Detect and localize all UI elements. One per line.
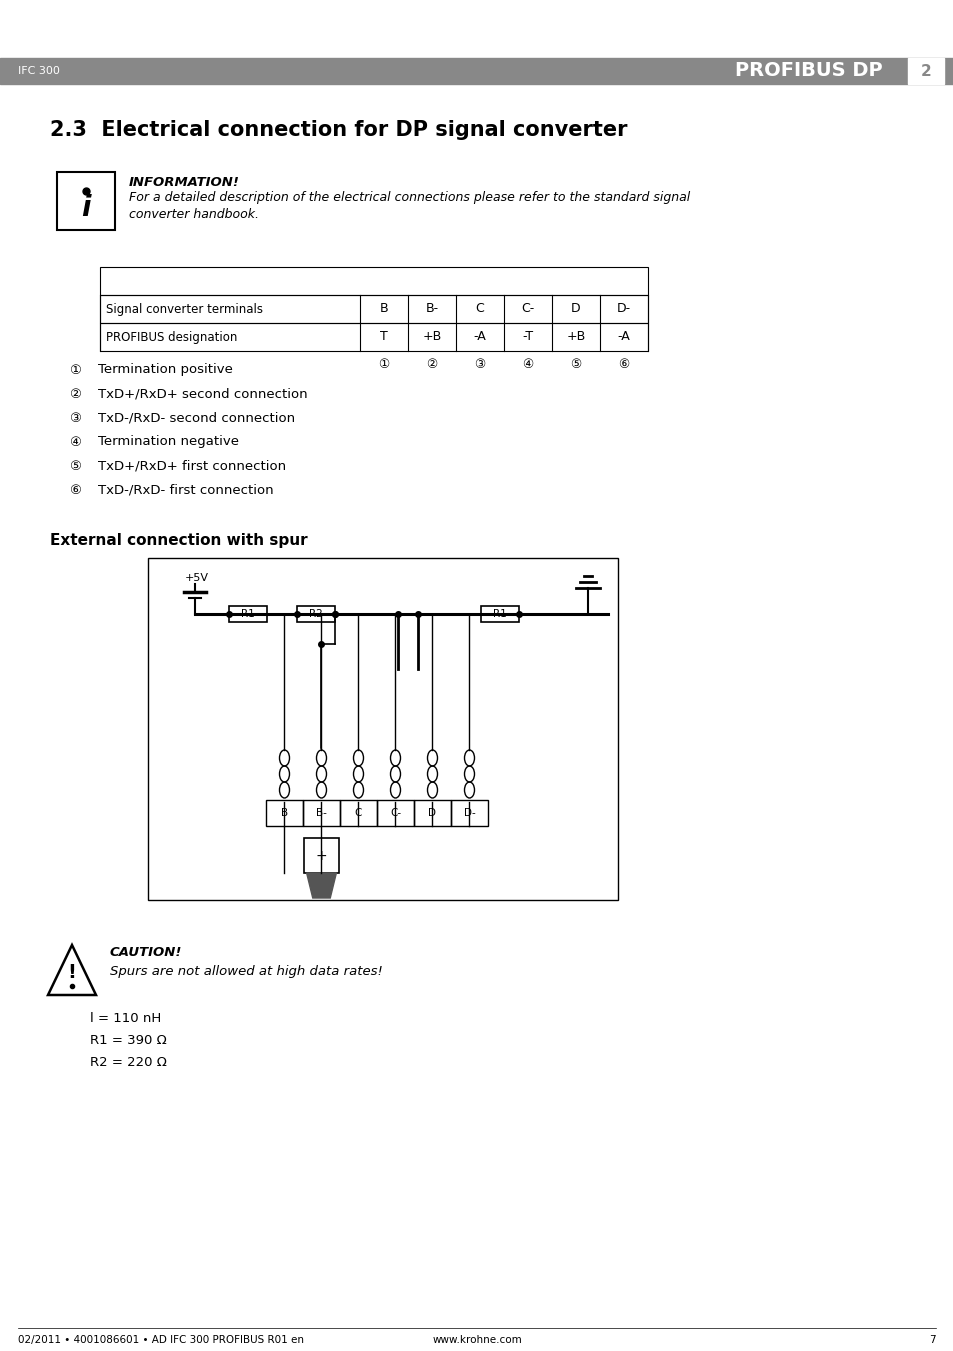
Text: INFORMATION!: INFORMATION! xyxy=(129,176,239,189)
Text: R1: R1 xyxy=(493,609,506,619)
Text: D-: D- xyxy=(617,303,630,316)
Text: TxD+/RxD+ first connection: TxD+/RxD+ first connection xyxy=(98,459,286,473)
Text: ①: ① xyxy=(69,363,81,377)
Text: CAUTION!: CAUTION! xyxy=(110,947,182,959)
Text: converter handbook.: converter handbook. xyxy=(129,208,258,220)
Text: ①: ① xyxy=(378,358,389,372)
Text: l = 110 nH: l = 110 nH xyxy=(90,1012,161,1024)
Text: 2.3  Electrical connection for DP signal converter: 2.3 Electrical connection for DP signal … xyxy=(50,120,627,141)
Text: External connection with spur: External connection with spur xyxy=(50,532,307,547)
Text: TxD+/RxD+ second connection: TxD+/RxD+ second connection xyxy=(98,388,307,400)
Bar xyxy=(480,607,518,621)
Text: Signal converter terminals: Signal converter terminals xyxy=(106,303,263,316)
Text: i: i xyxy=(81,195,91,222)
Bar xyxy=(148,558,618,900)
Text: IFC 300: IFC 300 xyxy=(18,66,60,76)
Bar xyxy=(100,295,647,323)
Text: -A: -A xyxy=(617,331,630,343)
Bar xyxy=(0,58,953,84)
Text: B: B xyxy=(280,808,288,817)
Text: Spurs are not allowed at high data rates!: Spurs are not allowed at high data rates… xyxy=(110,965,382,978)
Bar xyxy=(100,323,647,351)
Text: C: C xyxy=(355,808,362,817)
Bar xyxy=(229,607,267,621)
Text: Termination negative: Termination negative xyxy=(98,435,239,449)
Text: 02/2011 • 4001086601 • AD IFC 300 PROFIBUS R01 en: 02/2011 • 4001086601 • AD IFC 300 PROFIB… xyxy=(18,1335,304,1346)
Text: +B: +B xyxy=(566,331,585,343)
Bar xyxy=(304,838,338,873)
Text: ⑤: ⑤ xyxy=(69,459,81,473)
Text: 7: 7 xyxy=(928,1335,935,1346)
Text: TxD-/RxD- first connection: TxD-/RxD- first connection xyxy=(98,484,274,497)
Text: ⑥: ⑥ xyxy=(618,358,629,372)
Text: R2: R2 xyxy=(309,609,322,619)
Bar xyxy=(266,800,303,825)
Text: -T: -T xyxy=(522,331,533,343)
Bar xyxy=(100,267,647,295)
Bar xyxy=(57,172,115,230)
Bar xyxy=(451,800,488,825)
Text: ③: ③ xyxy=(69,412,81,424)
Bar xyxy=(414,800,451,825)
Text: -A: -A xyxy=(473,331,486,343)
Text: T: T xyxy=(379,331,388,343)
Text: 2: 2 xyxy=(920,63,930,78)
Text: Termination positive: Termination positive xyxy=(98,363,233,377)
Bar xyxy=(296,607,335,621)
Text: TxD-/RxD- second connection: TxD-/RxD- second connection xyxy=(98,412,294,424)
Text: D: D xyxy=(571,303,580,316)
Bar xyxy=(907,58,943,84)
Polygon shape xyxy=(306,873,336,898)
Text: R1 = 390 Ω: R1 = 390 Ω xyxy=(90,1034,167,1047)
Text: R1: R1 xyxy=(241,609,254,619)
Text: ②: ② xyxy=(426,358,437,372)
Text: ⑤: ⑤ xyxy=(570,358,581,372)
Text: ⑥: ⑥ xyxy=(69,484,81,497)
Bar xyxy=(376,800,414,825)
Bar xyxy=(303,800,339,825)
Text: C-: C- xyxy=(521,303,534,316)
Text: R2 = 220 Ω: R2 = 220 Ω xyxy=(90,1055,167,1069)
Text: PROFIBUS designation: PROFIBUS designation xyxy=(106,331,237,343)
Bar xyxy=(339,800,376,825)
Text: PROFIBUS DP: PROFIBUS DP xyxy=(734,62,882,81)
Text: +: + xyxy=(315,848,327,862)
Text: !: ! xyxy=(68,963,76,982)
Text: ③: ③ xyxy=(474,358,485,372)
Text: +B: +B xyxy=(422,331,441,343)
Text: B: B xyxy=(379,303,388,316)
Text: +5V: +5V xyxy=(185,573,209,584)
Text: D: D xyxy=(428,808,436,817)
Text: ④: ④ xyxy=(522,358,533,372)
Text: C: C xyxy=(476,303,484,316)
Text: ②: ② xyxy=(69,388,81,400)
Text: B-: B- xyxy=(425,303,438,316)
Text: For a detailed description of the electrical connections please refer to the sta: For a detailed description of the electr… xyxy=(129,192,690,204)
Text: C-: C- xyxy=(390,808,400,817)
Text: www.krohne.com: www.krohne.com xyxy=(432,1335,521,1346)
Text: B-: B- xyxy=(315,808,327,817)
Text: ④: ④ xyxy=(69,435,81,449)
Text: D-: D- xyxy=(463,808,475,817)
